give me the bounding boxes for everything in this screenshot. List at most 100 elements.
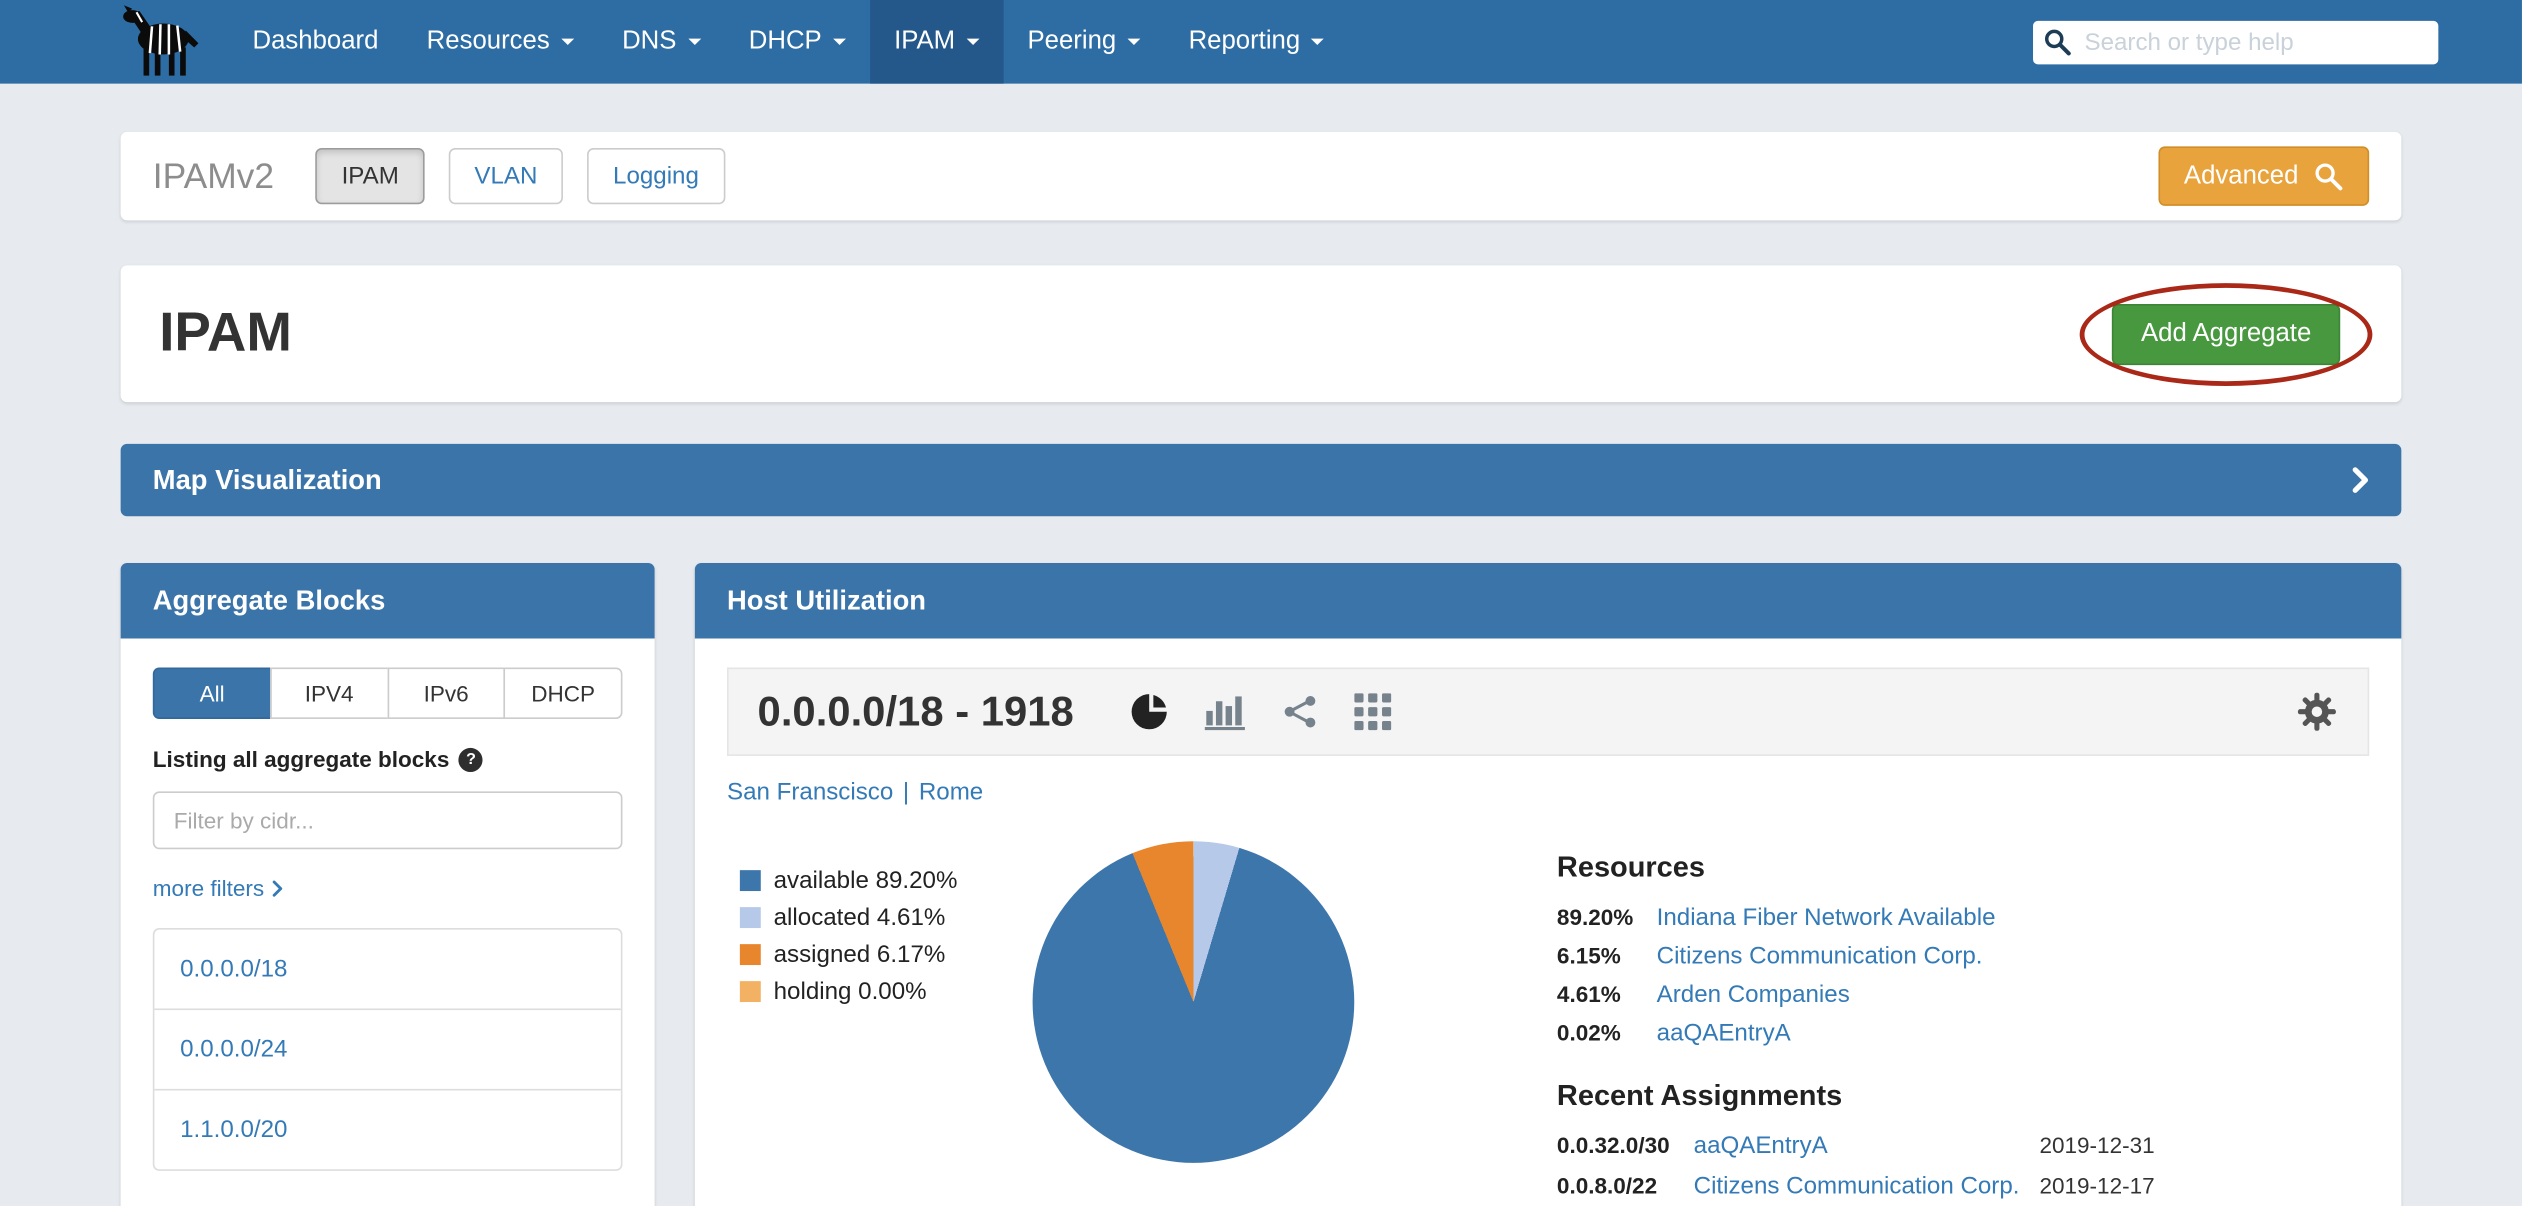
- ipam-header-card: IPAM Add Aggregate: [120, 265, 2402, 403]
- zebra-logo[interactable]: [113, 5, 203, 79]
- pie-legend: available 89.20% allocated 4.61% assigne…: [739, 866, 1033, 1015]
- add-aggregate-button[interactable]: Add Aggregate: [2112, 303, 2341, 365]
- assignment-cidr: 0.0.8.0/22: [1556, 1172, 1658, 1199]
- listing-label-row: Listing all aggregate blocks: [153, 746, 623, 772]
- aggregate-block-link[interactable]: 1.1.0.0/20: [154, 1088, 621, 1169]
- advanced-button[interactable]: Advanced: [2158, 146, 2370, 206]
- nav-item-peering[interactable]: Peering: [1003, 0, 1164, 84]
- filter-dhcp-button[interactable]: DHCP: [503, 667, 623, 719]
- more-filters-label: more filters: [152, 874, 265, 901]
- nav-item-reporting[interactable]: Reporting: [1164, 0, 1348, 84]
- location-separator: |: [902, 778, 910, 806]
- legend-item-available: available 89.20%: [739, 866, 1033, 895]
- assignment-link[interactable]: Citizens Communication Corp.: [1693, 1172, 2020, 1200]
- nav-menu: Dashboard Resources DNS DHCP IPAM Peerin…: [228, 0, 1348, 84]
- legend-label: allocated 4.61%: [773, 903, 946, 932]
- assignment-link[interactable]: aaQAEntryA: [1693, 1132, 1828, 1160]
- search-icon: [2044, 29, 2071, 56]
- tab-vlan[interactable]: VLAN: [448, 147, 564, 205]
- resource-row: 4.61% Arden Companies: [1557, 981, 2155, 1008]
- page-title: IPAM: [159, 302, 292, 364]
- nav-item-label: Reporting: [1188, 27, 1301, 55]
- section-title: IPAMv2: [152, 155, 275, 196]
- caret-down-icon: [560, 38, 574, 46]
- resources-column: Resources 89.20% Indiana Fiber Network Av…: [1557, 851, 2155, 1206]
- advanced-button-label: Advanced: [2183, 161, 2299, 189]
- tab-ipam[interactable]: IPAM: [315, 147, 425, 205]
- resource-pct: 6.15%: [1556, 942, 1621, 969]
- zebra-logo-icon: [123, 5, 199, 76]
- share-icon: [1284, 695, 1315, 728]
- tab-logging[interactable]: Logging: [587, 147, 725, 205]
- block-type-filter: All IPV4 IPv6 DHCP: [152, 667, 623, 719]
- pie-chart-view-button[interactable]: [1128, 692, 1168, 732]
- host-utilization-body: 0.0.0.0/18 - 1918: [695, 639, 2402, 1206]
- utilization-chart-row: available 89.20% allocated 4.61% assigne…: [727, 841, 2369, 1206]
- help-icon[interactable]: [459, 747, 484, 772]
- legend-item-holding: holding 0.00%: [739, 978, 1033, 1005]
- map-visualization-label: Map Visualization: [152, 464, 382, 495]
- resource-link[interactable]: Indiana Fiber Network Available: [1656, 903, 1996, 932]
- caret-down-icon: [687, 38, 701, 46]
- gear-icon: [2297, 692, 2336, 731]
- location-links: San Franscisco | Rome: [727, 778, 2369, 805]
- legend-item-allocated: allocated 4.61%: [739, 903, 1033, 932]
- search-input[interactable]: [2081, 26, 2429, 58]
- resource-link[interactable]: Arden Companies: [1656, 981, 1850, 1009]
- cidr-filter-input[interactable]: [152, 791, 623, 850]
- page-content: IPAMv2 IPAM VLAN Logging Advanced IPAM A…: [0, 131, 2522, 1206]
- aggregate-block-list: 0.0.0.0/18 0.0.0.0/24 1.1.0.0/20: [152, 928, 623, 1171]
- legend-item-assigned: assigned 6.17%: [739, 941, 1033, 968]
- pie-chart-icon: [1130, 694, 1167, 730]
- aggregate-blocks-header: Aggregate Blocks: [120, 562, 655, 639]
- block-summary-strip: 0.0.0.0/18 - 1918: [726, 667, 2370, 756]
- filter-ipv6-button[interactable]: IPv6: [386, 667, 506, 719]
- location-link-san-francisco[interactable]: San Franscisco: [726, 778, 894, 806]
- filter-ipv4-button[interactable]: IPV4: [269, 667, 389, 719]
- legend-swatch: [739, 870, 761, 892]
- caret-down-icon: [1127, 38, 1141, 46]
- nav-item-dhcp[interactable]: DHCP: [725, 0, 870, 84]
- more-filters-link[interactable]: more filters: [153, 875, 284, 901]
- aggregate-block-link[interactable]: 0.0.0.0/18: [180, 955, 288, 983]
- recent-assignments-title: Recent Assignments: [1556, 1079, 1843, 1112]
- recent-assignment-row: 0.0.8.0/22 Citizens Communication Corp. 20…: [1557, 1173, 2155, 1200]
- resources-title: Resources: [1556, 850, 1706, 884]
- filter-all-button[interactable]: All: [152, 667, 272, 719]
- resource-row: 89.20% Indiana Fiber Network Available: [1557, 904, 2155, 931]
- location-link-rome[interactable]: Rome: [918, 778, 984, 806]
- share-view-button[interactable]: [1281, 693, 1318, 730]
- utilization-pie: [1032, 841, 1355, 1163]
- top-navbar: Dashboard Resources DNS DHCP IPAM Peerin…: [0, 0, 2522, 84]
- add-aggregate-wrap: Add Aggregate: [2079, 282, 2373, 386]
- settings-button[interactable]: [2295, 690, 2338, 733]
- resource-row: 6.15% Citizens Communication Corp.: [1557, 943, 2155, 970]
- nav-item-ipam[interactable]: IPAM: [869, 0, 1004, 84]
- nav-item-dns[interactable]: DNS: [598, 0, 725, 84]
- nav-item-label: Dashboard: [252, 27, 379, 55]
- listing-label: Listing all aggregate blocks: [152, 746, 450, 773]
- nav-item-label: DNS: [622, 27, 677, 55]
- resource-link[interactable]: Citizens Communication Corp.: [1656, 942, 1983, 970]
- chevron-right-icon: [2351, 466, 2369, 493]
- bar-chart-view-button[interactable]: [1204, 694, 1246, 730]
- aggregate-blocks-body: All IPV4 IPv6 DHCP Listing all aggregate…: [121, 639, 655, 1200]
- grid-view-button[interactable]: [1353, 693, 1391, 731]
- caret-down-icon: [966, 38, 980, 46]
- nav-item-resources[interactable]: Resources: [403, 0, 598, 84]
- aggregate-block-link[interactable]: 0.0.0.0/24: [154, 1008, 621, 1088]
- assignment-cidr: 0.0.32.0/30: [1556, 1132, 1670, 1159]
- legend-label: available 89.20%: [773, 866, 958, 895]
- host-utilization-panel: Host Utilization 0.0.0.0/18 - 1918: [694, 562, 2402, 1206]
- nav-item-dashboard[interactable]: Dashboard: [228, 0, 402, 84]
- view-toggle-icons: [1128, 692, 1391, 732]
- block-title: 0.0.0.0/18 - 1918: [757, 686, 1074, 736]
- map-visualization-bar[interactable]: Map Visualization: [120, 443, 2402, 517]
- bar-chart-icon: [1204, 695, 1245, 730]
- caret-down-icon: [1311, 38, 1325, 46]
- assignment-date: 2019-12-31: [2039, 1132, 2155, 1159]
- resource-link[interactable]: aaQAEntryA: [1656, 1019, 1791, 1048]
- resource-pct: 4.61%: [1556, 981, 1621, 1007]
- recent-assignment-row: 0.0.32.0/30 aaQAEntryA 2019-12-31: [1557, 1132, 2155, 1159]
